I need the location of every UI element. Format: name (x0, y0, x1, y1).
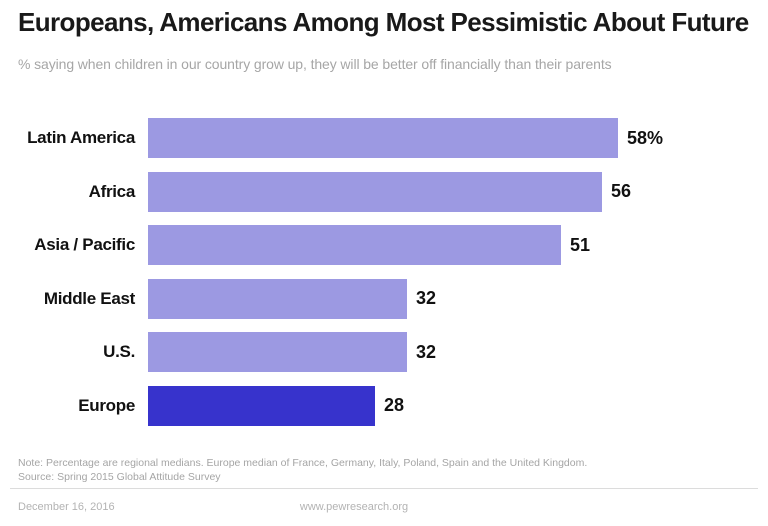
bar-row: Latin America 58% (18, 118, 754, 158)
bar (148, 225, 561, 265)
footer-website: www.pewresearch.org (299, 501, 409, 513)
footer-date: December 16, 2016 (18, 501, 115, 513)
category-label: Latin America (27, 128, 135, 147)
value-label: 32 (416, 341, 437, 362)
category-label: Europe (78, 395, 135, 415)
category-label: Africa (88, 181, 136, 201)
bar-row: U.S. 32 (18, 332, 754, 372)
bar (148, 171, 602, 212)
bar (148, 385, 375, 426)
bar (148, 118, 618, 158)
category-label: Asia / Pacific (34, 235, 135, 254)
page-title: Europeans, Americans Among Most Pessimis… (18, 7, 749, 37)
source-line: Source: Spring 2015 Global Attitude Surv… (18, 471, 221, 483)
bar-row: Asia / Pacific 51 (18, 225, 754, 265)
chart-notes: Note: Percentage are regional medians. E… (18, 456, 754, 484)
value-label: 56 (611, 181, 632, 201)
bar-row: Europe 28 (18, 385, 754, 426)
bar-row: Africa 56 (18, 171, 754, 212)
bar (148, 332, 407, 372)
category-label: Middle East (43, 288, 135, 308)
note-line: Note: Percentage are regional medians. E… (18, 457, 588, 469)
footer-divider (10, 488, 758, 489)
value-label: 28 (384, 395, 405, 415)
bar-row: Middle East 32 (18, 278, 754, 319)
bar (148, 278, 407, 319)
value-label: 58% (627, 127, 664, 148)
category-label: U.S. (103, 342, 135, 361)
value-label: 32 (416, 288, 437, 308)
value-label: 51 (570, 234, 591, 255)
bar-chart: Latin America 58% Africa 56 Asia / Pacific 51… (18, 118, 754, 439)
page-subtitle: % saying when children in our country gr… (18, 56, 612, 72)
